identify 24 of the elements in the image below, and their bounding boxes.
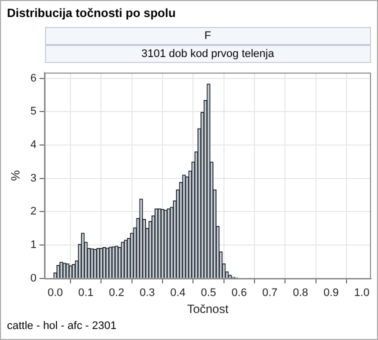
y-tick-label: 6 bbox=[30, 72, 37, 84]
y-tick-label: 5 bbox=[30, 106, 37, 118]
y-tick-label: 4 bbox=[30, 139, 37, 152]
y-tick-label: 0 bbox=[30, 272, 37, 284]
x-tick-label: 0.7 bbox=[262, 287, 278, 300]
x-tick-label: 0.1 bbox=[78, 287, 94, 300]
x-tick-label: 0.5 bbox=[200, 287, 216, 300]
x-tick-label: 0.8 bbox=[292, 287, 308, 300]
text: cattle - hol - afc - 2301 bbox=[7, 320, 116, 332]
x-tick-label: 1.0 bbox=[354, 287, 370, 300]
y-axis-title: % bbox=[8, 170, 23, 181]
x-tick-label: 0.0 bbox=[48, 287, 63, 300]
chart-subtitle: F bbox=[44, 27, 371, 45]
y-tick-label: 1 bbox=[30, 239, 37, 252]
text: 3101 dob kod prvog telenja bbox=[44, 45, 371, 63]
chart-title: Distribucija točnosti po spolu bbox=[7, 6, 176, 20]
x-tick-label: 0.4 bbox=[170, 287, 186, 300]
y-tick-label: 3 bbox=[30, 172, 37, 184]
y-tick-label: 2 bbox=[30, 206, 37, 218]
x-axis-title: Točnost bbox=[187, 302, 230, 316]
x-tick-label: 0.6 bbox=[232, 287, 247, 300]
x-tick-label: 0.9 bbox=[324, 287, 339, 300]
x-tick-label: 0.3 bbox=[140, 287, 155, 300]
x-tick-label: 0.2 bbox=[108, 287, 124, 300]
